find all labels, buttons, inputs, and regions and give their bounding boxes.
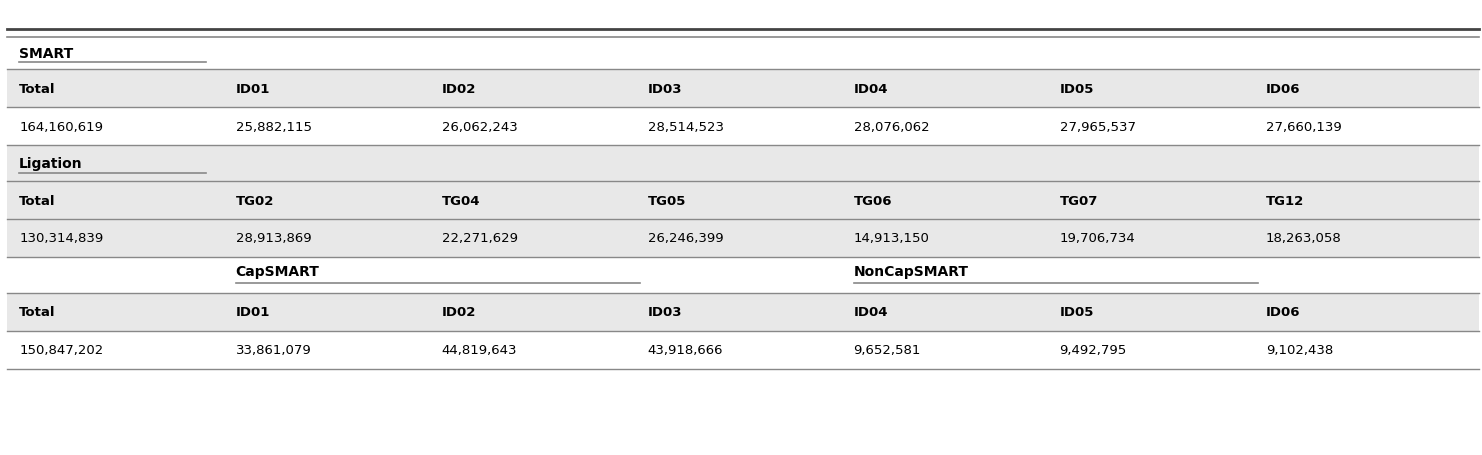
Text: ID03: ID03 <box>648 83 682 96</box>
Bar <box>7 219 1479 258</box>
Text: 22,271,629: 22,271,629 <box>442 232 517 245</box>
Text: 28,514,523: 28,514,523 <box>648 121 723 133</box>
Text: 9,652,581: 9,652,581 <box>854 344 920 356</box>
Text: ID06: ID06 <box>1266 306 1300 318</box>
Text: CapSMART: CapSMART <box>236 264 320 278</box>
Text: SMART: SMART <box>19 47 74 61</box>
Text: ID01: ID01 <box>236 83 270 96</box>
Text: TG02: TG02 <box>236 194 274 207</box>
Bar <box>7 331 1479 369</box>
Text: Total: Total <box>19 83 56 96</box>
Text: TG07: TG07 <box>1060 194 1098 207</box>
Bar <box>7 182 1479 219</box>
Text: ID01: ID01 <box>236 306 270 318</box>
Text: ID04: ID04 <box>854 83 888 96</box>
Text: 33,861,079: 33,861,079 <box>236 344 311 356</box>
Text: TG04: TG04 <box>442 194 480 207</box>
Text: 14,913,150: 14,913,150 <box>854 232 929 245</box>
Text: 28,076,062: 28,076,062 <box>854 121 929 133</box>
Text: ID04: ID04 <box>854 306 888 318</box>
Text: ID02: ID02 <box>442 83 476 96</box>
Text: Ligation: Ligation <box>19 157 83 171</box>
Text: 19,706,734: 19,706,734 <box>1060 232 1135 245</box>
Text: 43,918,666: 43,918,666 <box>648 344 723 356</box>
Text: Total: Total <box>19 194 56 207</box>
Text: 25,882,115: 25,882,115 <box>236 121 311 133</box>
Text: 44,819,643: 44,819,643 <box>442 344 517 356</box>
Text: ID02: ID02 <box>442 306 476 318</box>
Text: TG05: TG05 <box>648 194 686 207</box>
Text: 26,062,243: 26,062,243 <box>442 121 517 133</box>
Text: ID03: ID03 <box>648 306 682 318</box>
Text: 164,160,619: 164,160,619 <box>19 121 104 133</box>
Text: 27,965,537: 27,965,537 <box>1060 121 1135 133</box>
Bar <box>7 293 1479 331</box>
Bar <box>7 258 1479 293</box>
Text: 9,492,795: 9,492,795 <box>1060 344 1126 356</box>
Bar <box>7 70 1479 108</box>
Text: ID05: ID05 <box>1060 306 1094 318</box>
Text: 18,263,058: 18,263,058 <box>1266 232 1341 245</box>
Text: 26,246,399: 26,246,399 <box>648 232 723 245</box>
Bar <box>7 108 1479 146</box>
Text: Total: Total <box>19 306 56 318</box>
Text: 27,660,139: 27,660,139 <box>1266 121 1341 133</box>
Text: ID06: ID06 <box>1266 83 1300 96</box>
Text: 28,913,869: 28,913,869 <box>236 232 311 245</box>
Bar <box>7 146 1479 182</box>
Text: 130,314,839: 130,314,839 <box>19 232 104 245</box>
Text: 9,102,438: 9,102,438 <box>1266 344 1332 356</box>
Text: NonCapSMART: NonCapSMART <box>854 264 969 278</box>
Text: TG12: TG12 <box>1266 194 1304 207</box>
Text: TG06: TG06 <box>854 194 892 207</box>
Text: 150,847,202: 150,847,202 <box>19 344 104 356</box>
Bar <box>7 38 1479 70</box>
Text: ID05: ID05 <box>1060 83 1094 96</box>
